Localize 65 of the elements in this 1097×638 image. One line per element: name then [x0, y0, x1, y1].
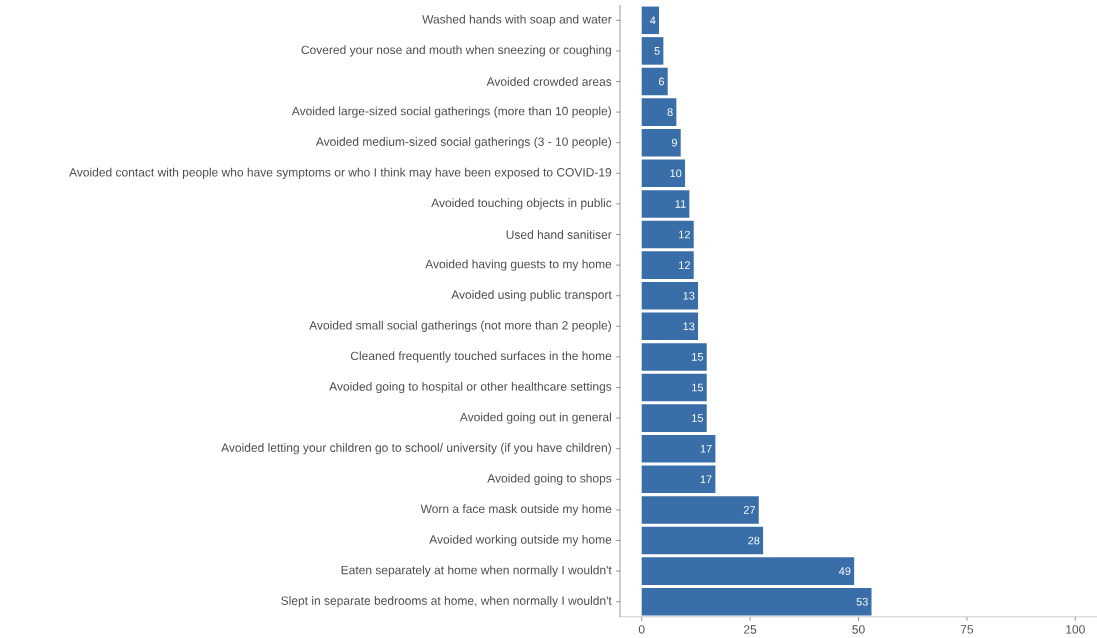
bar [641, 312, 699, 341]
bar [641, 37, 664, 65]
y-tick-label: Avoided small social gatherings (not more than 2 people) [309, 320, 611, 332]
data-label: 53 [856, 597, 868, 606]
data-label: 8 [667, 108, 673, 116]
y-tick-label: Avoided working outside my home [429, 534, 612, 547]
data-label: 6 [658, 77, 665, 86]
data-label: 12 [679, 230, 690, 239]
bar [641, 465, 716, 494]
x-tick-label: 100 [1066, 625, 1085, 634]
bar [641, 434, 716, 463]
data-label: 5 [654, 47, 660, 55]
y-tick-label: Avoided letting your children go to school/ university (if you have children) [221, 443, 611, 455]
bar [641, 190, 690, 218]
y-tick-label: Avoided large-sized social gatherings (more than 10 people) [291, 106, 611, 118]
bar [641, 220, 694, 249]
y-tick-label: Slept in separate bedrooms at home, when normally I wouldn't [281, 596, 612, 608]
data-label: 27 [743, 506, 756, 514]
x-tick-label: 75 [960, 625, 974, 634]
y-tick-label: Avoided contact with people who have symptoms or who I think may have been exposed to COVID-19 [69, 167, 612, 179]
y-tick-label: Eaten separately at home when normally I wouldn't [341, 565, 612, 577]
y-tick-label: Worn a face mask outside my home [420, 504, 612, 516]
y-tick-label: Avoided crowded areas [486, 77, 612, 86]
data-label: 15 [692, 414, 704, 422]
y-tick-label: Avoided going to shops [487, 473, 612, 485]
bar [641, 526, 764, 555]
data-label: 12 [679, 261, 690, 269]
x-tick-label: 25 [744, 625, 757, 634]
y-tick-label: Avoided going out in general [459, 412, 611, 424]
y-tick-label: Avoided using public transport [451, 290, 612, 302]
y-tick-label: Used hand sanitiser [506, 230, 612, 239]
bar [641, 281, 699, 310]
y-tick-label: Cleaned frequently touched surfaces in the home [350, 351, 612, 363]
data-label: 15 [692, 353, 704, 361]
data-label: 11 [675, 200, 686, 208]
bar [641, 251, 694, 279]
y-tick-label: Avoided touching objects in public [431, 198, 612, 210]
data-label: 13 [683, 322, 695, 331]
bar [641, 587, 872, 616]
y-tick-label: Avoided having guests to my home [425, 259, 612, 271]
bar [641, 343, 707, 371]
bar [641, 128, 681, 157]
bar [641, 6, 660, 35]
data-label: 17 [700, 444, 712, 453]
bar [641, 98, 677, 126]
data-label: 49 [838, 567, 851, 575]
bar [641, 496, 759, 524]
data-label: 28 [748, 536, 760, 545]
y-tick-label: Avoided going to hospital or other healthcare settings [329, 381, 612, 394]
bar [641, 373, 707, 402]
x-tick-label: 0 [638, 625, 645, 634]
data-label: 15 [692, 383, 704, 392]
y-tick-label: Covered your nose and mouth when sneezing or coughing [301, 45, 611, 57]
data-label: 4 [649, 16, 656, 25]
bar [641, 159, 686, 188]
data-label: 10 [670, 169, 682, 178]
y-tick-label: Avoided medium-sized social gatherings (3 - 10 people) [315, 137, 611, 149]
data-label: 13 [683, 291, 695, 300]
x-tick-label: 50 [852, 625, 865, 634]
y-tick-label: Washed hands with soap and water [422, 14, 612, 26]
data-label: 17 [700, 475, 712, 484]
bar [641, 67, 668, 96]
bar [641, 404, 707, 432]
data-label: 9 [671, 138, 677, 147]
bar [641, 557, 855, 585]
